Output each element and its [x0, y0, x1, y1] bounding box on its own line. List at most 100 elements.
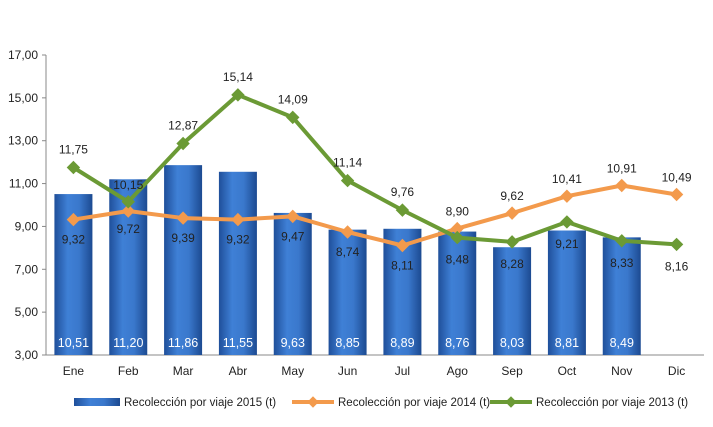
line-2014-marker	[340, 225, 355, 239]
bar-2015	[547, 230, 586, 355]
line-2013	[72, 92, 677, 247]
bar-value-label: 8,85	[335, 336, 359, 350]
line-2014-marker	[560, 189, 574, 203]
legend-marker-2014	[307, 396, 319, 408]
legend-label-2014: Recolección por viaje 2014 (t)	[338, 397, 490, 409]
line-2013-marker	[340, 173, 355, 188]
bar-2015	[273, 212, 312, 355]
line-2013-marker	[560, 215, 574, 229]
legend-label-2015: Recolección por viaje 2015 (t)	[124, 397, 276, 409]
y-tick-label: 13,00	[8, 134, 38, 148]
line-2013-label: 8,28	[500, 257, 524, 271]
line-2014-marker	[505, 206, 519, 220]
x-tick-label: Mar	[173, 364, 194, 378]
x-tick-label: Dic	[668, 364, 685, 378]
line-2013-label: 9,21	[555, 237, 579, 251]
bar-2015	[164, 165, 203, 355]
line-2014-label: 10,49	[662, 171, 692, 185]
line-2013-label: 14,09	[278, 92, 308, 106]
line-2013-marker	[121, 195, 135, 209]
y-tick-label: 5,00	[15, 305, 39, 319]
x-tick-label: Abr	[229, 364, 248, 378]
bar-value-label: 8,49	[610, 336, 634, 350]
line-2014-label: 8,74	[336, 245, 360, 259]
line-2013-marker	[176, 136, 190, 151]
y-tick-label: 3,00	[15, 348, 39, 362]
axes: 3,00 5,00 7,00 9,00 11,00 13,00 15,00 17,00 Ene F…	[8, 48, 704, 378]
line-2014-marker	[395, 238, 410, 253]
line-2013-label: 11,75	[59, 143, 88, 157]
x-tick-label: Feb	[118, 364, 139, 378]
line-2014-marker	[231, 212, 245, 227]
line-2014-label: 9,62	[500, 189, 524, 203]
line-2013-label: 8,33	[610, 256, 634, 270]
line-2013-marker	[231, 88, 245, 102]
legend-label-2013: Recolección por viaje 2013 (t)	[536, 397, 688, 409]
line-2013-label: 10,15	[113, 178, 143, 192]
line-2013-marker	[615, 234, 629, 248]
line-2014-label: 9,32	[226, 233, 250, 247]
line-2013-marker	[450, 230, 464, 245]
lines	[66, 88, 684, 253]
bar-2015	[438, 231, 477, 355]
x-tick-label: Jun	[338, 364, 357, 378]
line-2014-marker	[121, 204, 135, 218]
line-2014-label: 8,90	[446, 205, 470, 219]
bar-value-label: 9,63	[281, 336, 305, 350]
line-2014-label: 9,72	[117, 222, 141, 236]
bar-value-label: 8,81	[555, 336, 579, 350]
bar-2015	[602, 237, 641, 355]
line-2014-marker	[669, 187, 684, 202]
bar-value-label: 11,86	[168, 336, 198, 350]
line-2014-label: 10,41	[552, 172, 582, 186]
legend-swatch-2015	[74, 398, 120, 406]
x-tick-label: May	[281, 364, 304, 378]
line-2014-marker	[176, 211, 190, 225]
line-2013-marker	[669, 237, 684, 252]
bars-2015	[54, 165, 641, 355]
line-2013-label: 8,48	[446, 253, 470, 267]
line-2014-marker	[66, 212, 81, 227]
line-2013-label: 8,16	[665, 259, 689, 273]
line-2013-marker	[66, 160, 81, 175]
line-2014	[73, 183, 677, 248]
y-tick-label: 9,00	[15, 219, 39, 233]
bar-value-label: 11,20	[113, 336, 143, 350]
bar-value-label: 8,03	[500, 336, 524, 350]
line-2014-marker	[615, 178, 629, 193]
line-2013-marker	[395, 203, 410, 217]
legend-marker-2013	[505, 396, 517, 408]
line-2014-label: 9,39	[171, 231, 195, 245]
bar-value-label: 8,89	[390, 336, 414, 350]
x-tick-label: Nov	[611, 364, 632, 378]
line-2014-label: 9,32	[62, 233, 86, 247]
line-2013-label: 11,14	[333, 156, 362, 170]
y-tick-label: 15,00	[8, 91, 38, 105]
x-tick-label: Ago	[447, 364, 469, 378]
x-tick-label: Sep	[501, 364, 523, 378]
line-2013-label: 12,87	[168, 119, 198, 133]
x-tick-label: Jul	[395, 364, 410, 378]
bar-2015	[493, 247, 532, 355]
line-2014-label: 9,47	[281, 229, 305, 243]
x-tick-label: Ene	[63, 364, 85, 378]
bar-2015	[328, 229, 367, 355]
line-2014-label: 8,11	[391, 259, 414, 273]
bar-value-label: 11,55	[223, 336, 253, 350]
y-tick-label: 7,00	[15, 262, 39, 276]
y-tick-label: 17,00	[8, 48, 38, 62]
x-tick-label: Oct	[558, 364, 577, 378]
line-2013-marker	[505, 235, 519, 249]
line-2013-label: 9,76	[391, 185, 415, 199]
legend: Recolección por viaje 2015 (t) Recolecció…	[74, 396, 688, 409]
line-2013-label: 15,14	[223, 70, 253, 84]
data-labels: 10,51 11,20 11,86 11,55 9,63 8,85 8,89 8,76 8,03…	[58, 70, 692, 350]
bar-2015	[218, 171, 257, 355]
bar-value-label: 10,51	[58, 336, 89, 350]
line-2013-marker	[286, 110, 300, 125]
bar-value-label: 8,76	[445, 336, 469, 350]
line-2014-label: 10,91	[607, 162, 637, 176]
y-tick-label: 11,00	[9, 177, 38, 191]
line-2014-marker	[286, 209, 300, 224]
